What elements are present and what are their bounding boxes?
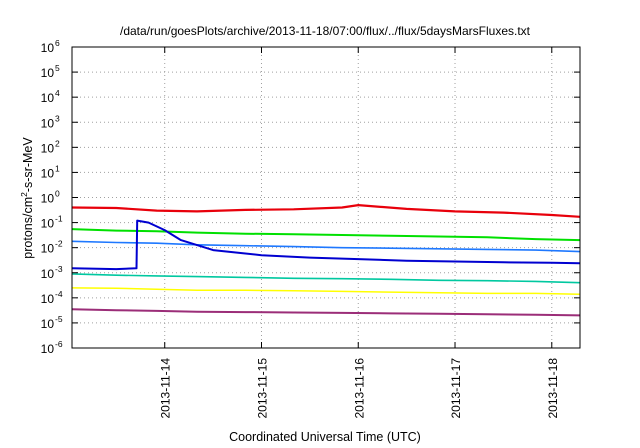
series-line <box>71 228 581 242</box>
series-line <box>71 219 581 271</box>
x-tick-label: 2013-11-18 <box>546 358 560 419</box>
chart-title: /data/run/goesPlots/archive/2013-11-18/0… <box>120 24 531 38</box>
y-tick-label: 10 <box>41 41 55 55</box>
y-tick-label: 10 <box>41 166 55 180</box>
y-tick-label: 10 <box>41 192 55 206</box>
y-tick-base: 10 <box>41 141 55 155</box>
y-tick-exponent: 5 <box>55 63 60 73</box>
y-tick-base: 10 <box>41 91 55 105</box>
y-tick-exponent: 4 <box>55 88 60 98</box>
y-tick-label: 10 <box>41 317 55 331</box>
y-tick-label: 10 <box>41 91 55 105</box>
y-tick-base: 10 <box>41 317 55 331</box>
y-axis-label-sup: 2 <box>19 192 29 197</box>
y-tick-base: 10 <box>41 41 55 55</box>
y-tick-exponent: -1 <box>55 214 63 224</box>
y-tick-exponent: 2 <box>55 138 60 148</box>
x-tick-label: 2013-11-17 <box>449 358 463 419</box>
y-tick-base: 10 <box>41 166 55 180</box>
y-tick-label: 10 <box>41 66 55 80</box>
series-layer <box>71 204 581 317</box>
y-tick-exponent: -4 <box>55 289 63 299</box>
y-axis-label-base: protons/cm <box>21 197 35 259</box>
y-tick-label: 10 <box>41 217 55 231</box>
y-tick-exponent: 6 <box>55 38 60 48</box>
y-tick-base: 10 <box>41 66 55 80</box>
y-tick-exponent: -2 <box>55 239 63 249</box>
y-tick-base: 10 <box>41 192 55 206</box>
x-tick-label: 2013-11-15 <box>255 358 269 419</box>
y-axis-label-rest: -s-sr-MeV <box>21 137 35 193</box>
y-tick-base: 10 <box>41 242 55 256</box>
y-tick-base: 10 <box>41 217 55 231</box>
y-tick-label: 10 <box>41 342 55 356</box>
y-tick-exponent: -6 <box>55 339 63 349</box>
y-tick-exponent: -5 <box>55 314 63 324</box>
series-line <box>71 308 581 317</box>
y-tick-label: 10 <box>41 267 55 281</box>
y-tick-base: 10 <box>41 267 55 281</box>
x-tick-label: 2013-11-16 <box>352 358 366 419</box>
y-tick-label: 10 <box>41 292 55 306</box>
y-tick-label: 10 <box>41 242 55 256</box>
y-tick-base: 10 <box>41 116 55 130</box>
y-tick-exponent: 3 <box>55 113 60 123</box>
y-tick-base: 10 <box>41 342 55 356</box>
x-ticks: 2013-11-14 2013-11-15 2013-11-16 2013-11-17… <box>159 47 560 419</box>
y-axis-label: protons/cm2-s-sr-MeV <box>19 137 35 259</box>
y-tick-label: 10 <box>41 116 55 130</box>
y-tick-base: 10 <box>41 292 55 306</box>
y-ticks: 10 -610 -510 -410 -310 -210 -110 010 110 210 310 41… <box>41 38 580 356</box>
y-tick-exponent: -3 <box>55 264 63 274</box>
series-line <box>71 204 581 218</box>
series-line <box>71 273 581 284</box>
y-tick-exponent: 1 <box>55 163 60 173</box>
series-line <box>71 287 581 295</box>
grid <box>72 47 580 348</box>
y-tick-exponent: 0 <box>55 189 60 199</box>
series-line <box>71 240 581 253</box>
y-tick-label: 10 <box>41 141 55 155</box>
x-tick-label: 2013-11-14 <box>159 358 173 419</box>
x-axis-label: Coordinated Universal Time (UTC) <box>229 430 421 444</box>
